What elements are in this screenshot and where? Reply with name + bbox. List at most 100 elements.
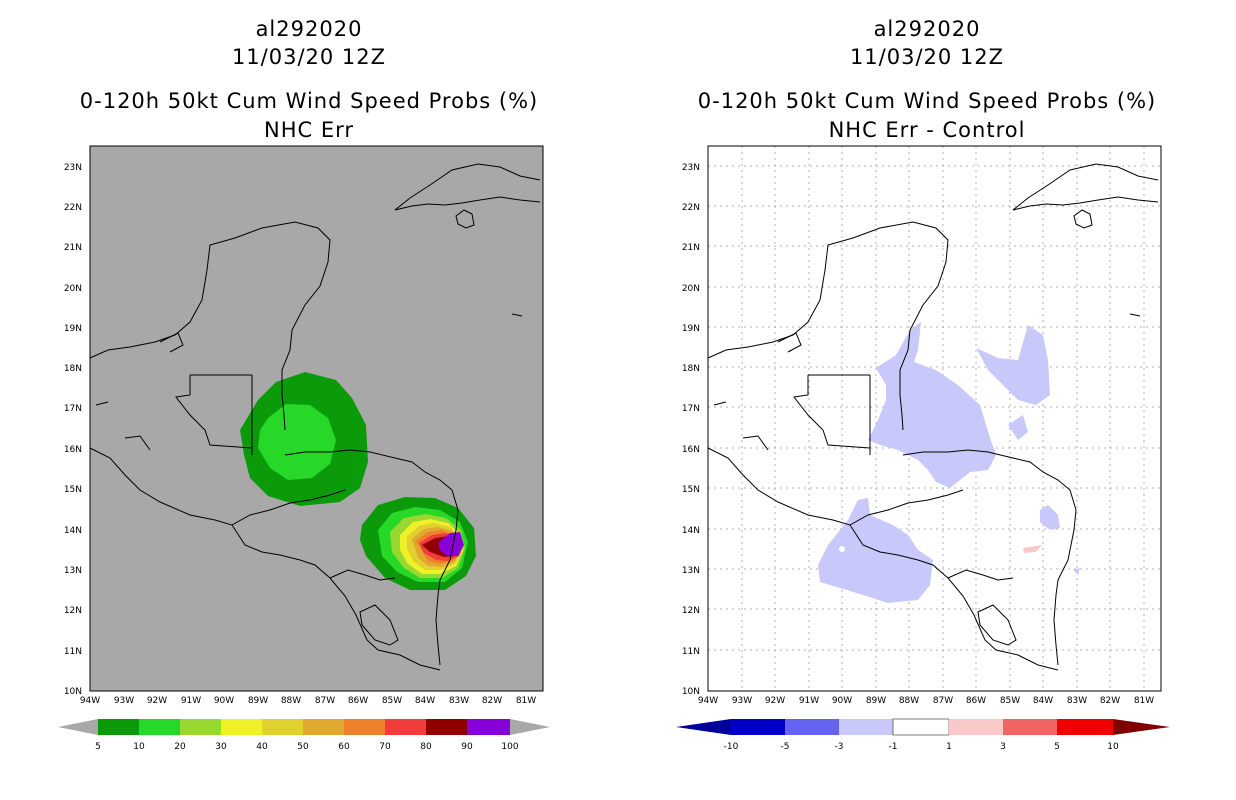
colorbar-bin (1003, 719, 1057, 735)
lat-label: 16N (682, 445, 700, 455)
lat-label: 16N (64, 445, 82, 455)
lat-label: 14N (682, 526, 700, 536)
colorbar-bin (731, 719, 785, 735)
lon-label: 89W (866, 696, 886, 706)
lat-label: 20N (682, 284, 700, 294)
colorbar-over-arrow (510, 719, 550, 735)
lon-label: 89W (248, 696, 268, 706)
lon-axis: 94W 93W 92W 91W 90W 89W 88W 87W 86W 85W … (80, 696, 536, 706)
colorbar-label: 10 (1107, 742, 1119, 752)
grid-lines (708, 146, 1161, 691)
colorbar-label: 60 (338, 742, 350, 752)
colorbar-label: 80 (420, 742, 432, 752)
lon-axis: 94W 93W 92W 91W 90W 89W 88W 87W 86W 85W … (698, 696, 1154, 706)
storm-id: al292020 (255, 17, 363, 41)
lon-label: 84W (1033, 696, 1053, 706)
colorbar-bin (344, 719, 385, 735)
colorbar-over-arrow (1113, 719, 1170, 735)
colorbar-label: 1 (946, 742, 952, 752)
lat-label: 10N (64, 687, 82, 697)
colorbar-bin (98, 719, 139, 735)
lon-label: 87W (315, 696, 335, 706)
colorbar-bin (785, 719, 839, 735)
lon-label: 87W (933, 696, 953, 706)
lon-label: 86W (348, 696, 368, 706)
lon-label: 93W (732, 696, 752, 706)
lon-label: 84W (415, 696, 435, 706)
colorbar-label: 10 (133, 742, 145, 752)
lon-label: 92W (147, 696, 167, 706)
colorbar-bin (839, 719, 893, 735)
lon-label: 83W (1067, 696, 1087, 706)
map-border (707, 145, 1162, 692)
lat-label: 19N (64, 324, 82, 334)
colorbar-bin (303, 719, 344, 735)
storm-id: al292020 (873, 17, 981, 41)
colorbar-label: 30 (215, 742, 227, 752)
lon-label: 93W (114, 696, 134, 706)
difference-map: 23N 22N 21N 20N 19N 18N 17N 16N 15N 14N … (676, 145, 1170, 752)
lon-label: 88W (281, 696, 301, 706)
colorbar-bin (180, 719, 221, 735)
lat-label: 15N (682, 485, 700, 495)
colorbar-under-arrow (676, 719, 731, 735)
colorbar: -10 -5 -3 -1 1 3 5 10 (676, 718, 1170, 752)
colorbar-bin (139, 719, 180, 735)
colorbar-label: 20 (174, 742, 186, 752)
panel-nhc-err: al292020 11/03/20 12Z 0-120h 50kt Cum Wi… (58, 17, 550, 752)
colorbar-label: -5 (781, 742, 790, 752)
lon-label: 94W (698, 696, 718, 706)
lon-label: 85W (382, 696, 402, 706)
probability-map: 23N 22N 21N 20N 19N 18N 17N 16N 15N 14N … (58, 145, 550, 752)
lat-label: 12N (64, 606, 82, 616)
lon-label: 85W (1000, 696, 1020, 706)
colorbar: 5 10 20 30 40 50 60 70 80 90 100 (58, 719, 550, 752)
colorbar-label: -1 (889, 742, 898, 752)
lat-label: 14N (64, 526, 82, 536)
colorbar-label: -10 (724, 742, 739, 752)
lat-label: 23N (64, 163, 82, 173)
lat-label: 21N (682, 243, 700, 253)
lat-axis: 23N 22N 21N 20N 19N 18N 17N 16N 15N 14N … (64, 163, 82, 697)
lat-label: 22N (64, 203, 82, 213)
colorbar-bin (892, 718, 950, 736)
lat-label: 13N (682, 566, 700, 576)
lat-label: 10N (682, 687, 700, 697)
colorbar-bin (1057, 719, 1113, 735)
lon-label: 92W (765, 696, 785, 706)
lon-label: 88W (899, 696, 919, 706)
lat-label: 19N (682, 324, 700, 334)
panel-nhc-err-minus-control: al292020 11/03/20 12Z 0-120h 50kt Cum Wi… (618, 0, 1236, 800)
colorbar-bin (467, 719, 510, 735)
product-title: 0-120h 50kt Cum Wind Speed Probs (%) (697, 89, 1157, 113)
colorbar-label: 70 (379, 742, 391, 752)
colorbar-label: 100 (501, 742, 518, 752)
lat-label: 21N (64, 243, 82, 253)
lat-label: 11N (64, 647, 82, 657)
lat-label: 15N (64, 485, 82, 495)
lon-label: 82W (482, 696, 502, 706)
lon-label: 94W (80, 696, 100, 706)
lat-axis: 23N 22N 21N 20N 19N 18N 17N 16N 15N 14N … (682, 163, 700, 697)
colorbar-bin (949, 719, 1003, 735)
colorbar-label: 3 (1000, 742, 1006, 752)
lon-label: 91W (181, 696, 201, 706)
probability-contours (240, 372, 476, 590)
colorbar-bin (426, 719, 467, 735)
lat-label: 17N (682, 404, 700, 414)
lon-label: 82W (1100, 696, 1120, 706)
lon-label: 81W (1134, 696, 1154, 706)
colorbar-bin (221, 719, 262, 735)
colorbar-label: 5 (1054, 742, 1060, 752)
lon-label: 81W (516, 696, 536, 706)
colorbar-bin (262, 719, 303, 735)
forecast-date: 11/03/20 12Z (849, 45, 1005, 69)
colorbar-under-arrow (58, 719, 98, 735)
lon-label: 90W (832, 696, 852, 706)
panel-subtitle: NHC Err - Control (828, 118, 1026, 142)
lat-label: 11N (682, 647, 700, 657)
colorbar-label: 5 (95, 742, 101, 752)
lon-label: 90W (214, 696, 234, 706)
colorbar-label: 50 (297, 742, 309, 752)
colorbar-label: -3 (835, 742, 844, 752)
